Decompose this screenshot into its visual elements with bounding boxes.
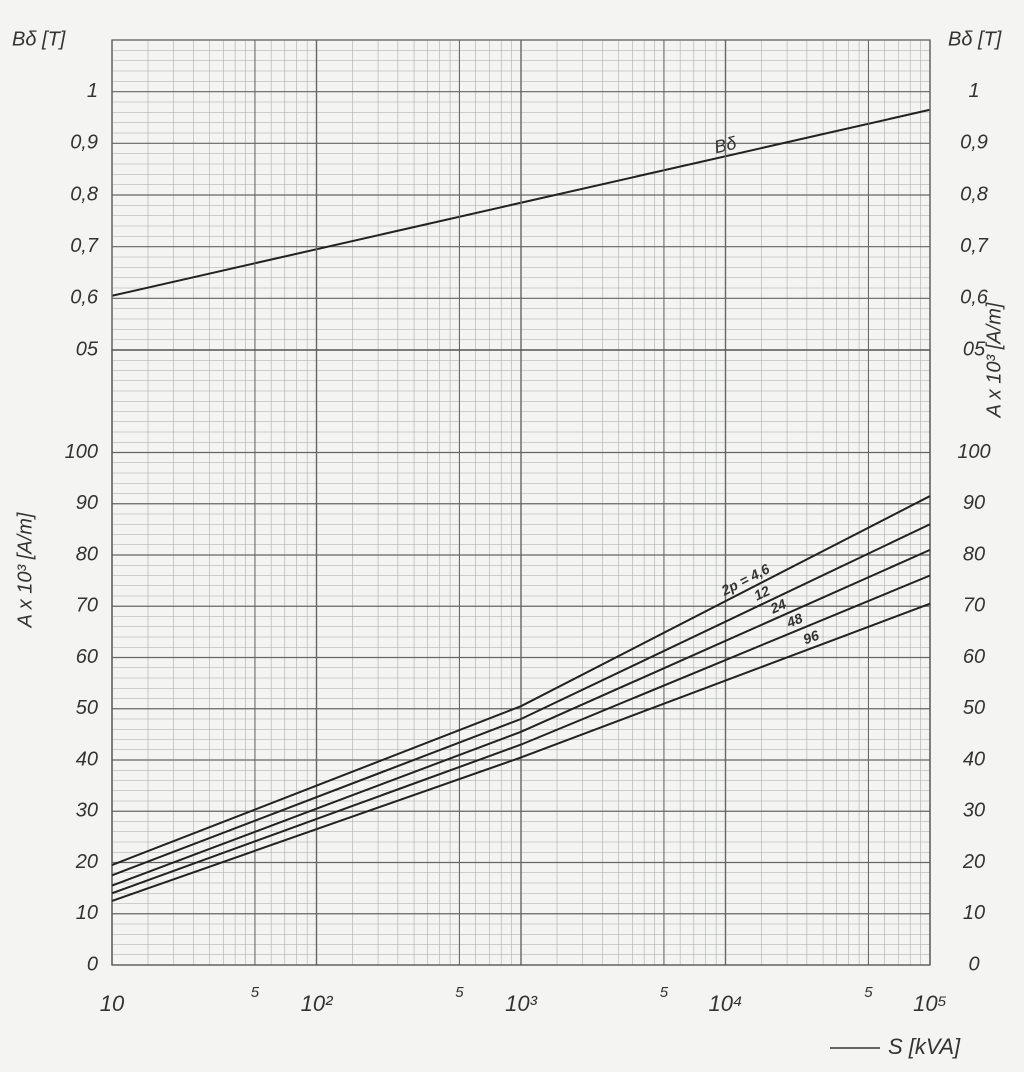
y-tick-label: 05 [76,338,99,360]
y2-axis-label: Bδ [T] [948,28,1002,50]
y-tick-label: 0,8 [70,183,98,205]
y2-tick-label: 90 [963,492,985,514]
y-tick-label: 40 [76,748,98,770]
x-tick-label: 5 [455,984,464,1001]
y-tick-label: 100 [65,441,98,463]
y-tick-label: 90 [76,492,98,514]
y2-tick-label: 30 [963,800,985,822]
y-tick-label: 0,9 [70,132,98,154]
y2-tick-label: 0,7 [960,235,989,257]
series-label: 12 [751,582,772,603]
y2-tick-label: 80 [963,543,985,565]
x-tick-label: 10⁵ [913,991,947,1016]
y2-tick-label: 0,8 [960,183,988,205]
x-tick-label: 10³ [505,991,537,1016]
y2-tick-label: 0,6 [960,287,989,309]
y-tick-label: 30 [76,800,98,822]
y2-tick-label: 10 [963,902,985,924]
y-tick-label: 0 [87,953,98,975]
y-axis-label: A x 10³ [A/m] [14,512,36,628]
y2-tick-label: 40 [963,748,985,770]
y-axis-label: Bδ [T] [12,28,66,50]
line [111,574,931,895]
y2-tick-label: 50 [963,697,985,719]
y2-tick-label: 60 [963,646,985,668]
line [111,548,931,887]
y2-tick-label: 0,9 [960,132,988,154]
x-tick-label: 5 [660,984,669,1001]
y2-tick-label: 05 [963,338,986,360]
series-label: 48 [783,610,805,631]
x-tick-label: 10⁴ [709,991,743,1016]
x-axis-label: S [kVA] [888,1034,961,1059]
y-tick-label: 1 [87,80,98,102]
y-tick-label: 0,7 [70,235,99,257]
plot-frame [111,349,931,966]
series-label: 96 [801,627,821,648]
y2-tick-label: 20 [962,851,985,873]
line [111,602,931,902]
line [111,495,931,866]
y-tick-label: 20 [75,851,98,873]
x-tick-label: 10² [301,991,333,1016]
y-tick-label: 80 [76,543,98,565]
line [111,523,931,877]
y-tick-label: 60 [76,646,98,668]
series-label: 24 [767,595,789,616]
x-tick-label: 10 [100,991,125,1016]
y2-tick-label: 100 [957,441,990,463]
y2-tick-label: 70 [963,595,985,617]
y-tick-label: 10 [76,902,98,924]
y2-axis-label: A x 10³ [A/m] [983,302,1005,418]
y2-tick-label: 0 [968,953,979,975]
x-tick-label: 5 [864,984,873,1001]
y2-tick-label: 1 [968,80,979,102]
x-tick-label: 5 [251,984,260,1001]
y-tick-label: 50 [76,697,98,719]
y-tick-label: 0,6 [70,287,99,309]
y-tick-label: 70 [76,595,98,617]
